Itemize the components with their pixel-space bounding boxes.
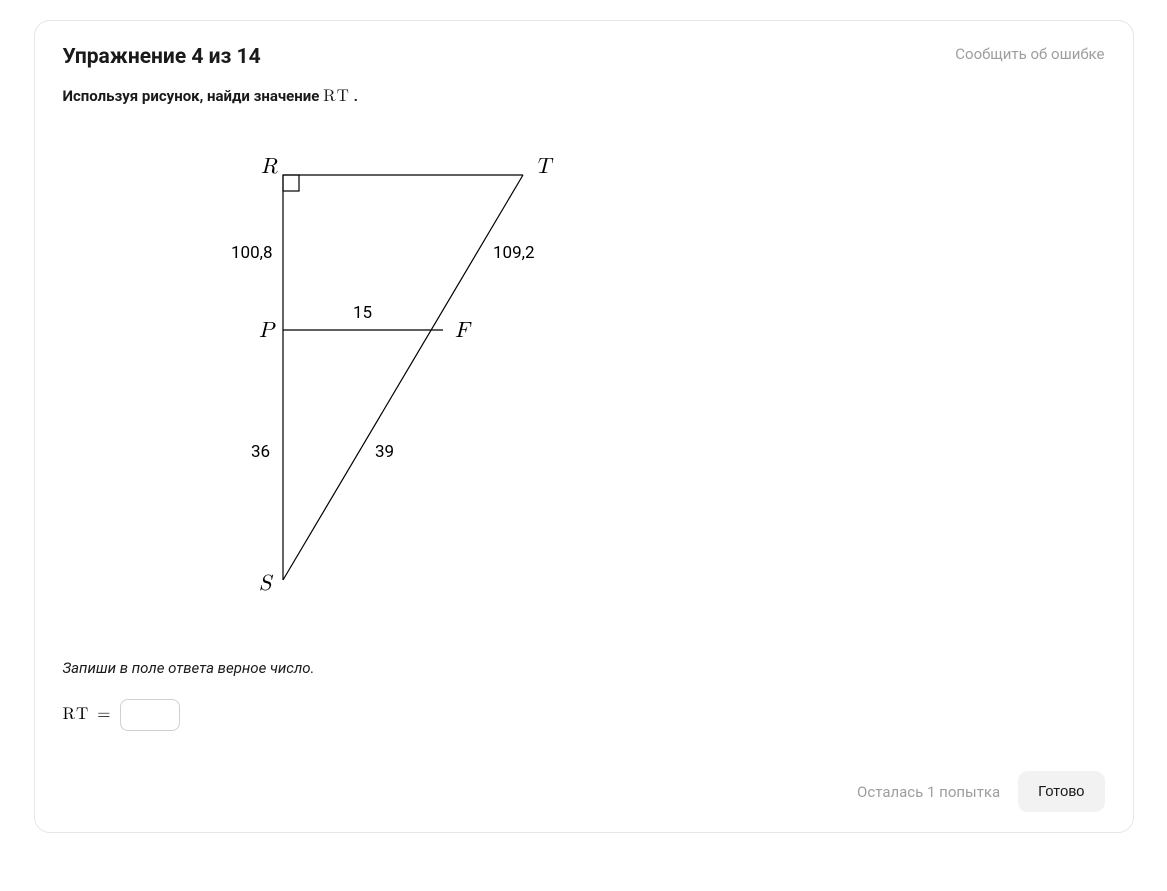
edge-label-4: 39 — [375, 442, 394, 462]
header-row: Упражнение 4 из 14 Сообщить об ошибке — [63, 45, 1105, 69]
exercise-title: Упражнение 4 из 14 — [63, 45, 261, 69]
answer-row: RT = — [63, 699, 1105, 731]
done-button[interactable]: Готово — [1018, 771, 1104, 812]
edge-label-3: 36 — [251, 442, 270, 462]
prompt-text: Используя рисунок, найди значение RT . — [63, 87, 1105, 107]
right-angle-marker — [283, 175, 299, 191]
exercise-card: Упражнение 4 из 14 Сообщить об ошибке Ис… — [34, 20, 1134, 833]
diagram-container: R T P F S 100,8 109,2 15 36 39 — [143, 135, 1105, 619]
prompt-suffix: . — [350, 87, 358, 105]
equals-sign: = — [97, 705, 111, 725]
report-error-link[interactable]: Сообщить об ошибке — [955, 45, 1104, 63]
attempts-remaining: Осталась 1 попытка — [857, 783, 1000, 801]
vertex-label-S: S — [259, 573, 274, 595]
vertex-label-R: R — [261, 156, 278, 178]
answer-input[interactable] — [120, 699, 180, 731]
prompt-variable: RT — [323, 88, 350, 105]
geometry-diagram: R T P F S 100,8 109,2 15 36 39 — [143, 135, 563, 615]
answer-variable: RT — [63, 705, 90, 725]
vertex-label-T: T — [535, 156, 554, 178]
prompt-prefix: Используя рисунок, найди значение — [63, 87, 324, 105]
edge-T-S — [283, 175, 523, 580]
edge-label-1: 109,2 — [493, 243, 535, 263]
footer-row: Осталась 1 попытка Готово — [63, 771, 1105, 812]
vertex-label-P: P — [259, 320, 277, 342]
edge-label-2: 15 — [353, 303, 372, 323]
vertex-label-F: F — [455, 320, 472, 342]
hint-text: Запиши в поле ответа верное число. — [63, 659, 1105, 677]
edge-label-0: 100,8 — [231, 243, 273, 263]
